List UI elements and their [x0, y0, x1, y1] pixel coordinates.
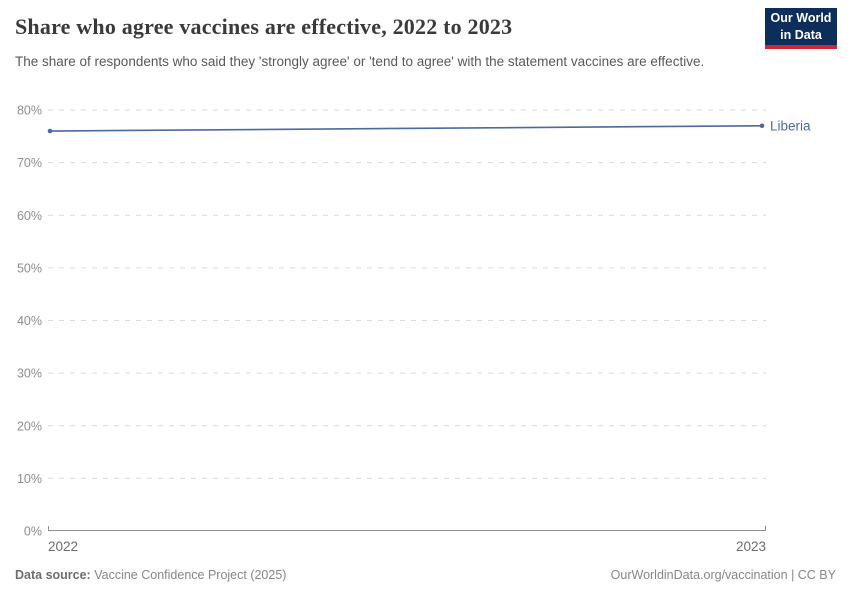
chart-footer: Data source: Vaccine Confidence Project … — [15, 568, 836, 582]
owid-logo-line2: in Data — [780, 27, 822, 42]
series-start-point — [47, 128, 53, 134]
y-tick-label: 20% — [17, 419, 42, 433]
chart-subtitle: The share of respondents who said they '… — [15, 54, 705, 69]
y-tick-label: 60% — [17, 209, 42, 223]
x-tick-label: 2023 — [736, 539, 766, 554]
credit-link[interactable]: OurWorldinData.org/vaccination | CC BY — [610, 568, 836, 582]
data-source: Data source: Vaccine Confidence Project … — [15, 568, 286, 582]
y-tick-label: 30% — [17, 367, 42, 381]
chart-title: Share who agree vaccines are effective, … — [15, 14, 513, 39]
y-tick-label: 0% — [24, 525, 42, 539]
series-end-point — [759, 123, 765, 129]
series-line — [49, 124, 763, 132]
y-tick-label: 50% — [17, 261, 42, 275]
y-tick-label: 40% — [17, 314, 42, 328]
y-tick-label: 10% — [17, 472, 42, 486]
owid-logo-line1: Our World — [770, 11, 832, 26]
series-entity-label[interactable]: Liberia — [770, 118, 811, 133]
y-tick-label: 70% — [17, 156, 42, 170]
y-tick-label: 80% — [17, 104, 42, 118]
x-tick-label: 2022 — [48, 539, 78, 554]
data-source-label: Data source: — [15, 568, 91, 582]
data-source-value[interactable]: Vaccine Confidence Project (2025) — [94, 568, 287, 582]
owid-logo[interactable]: Our World in Data — [765, 8, 837, 49]
